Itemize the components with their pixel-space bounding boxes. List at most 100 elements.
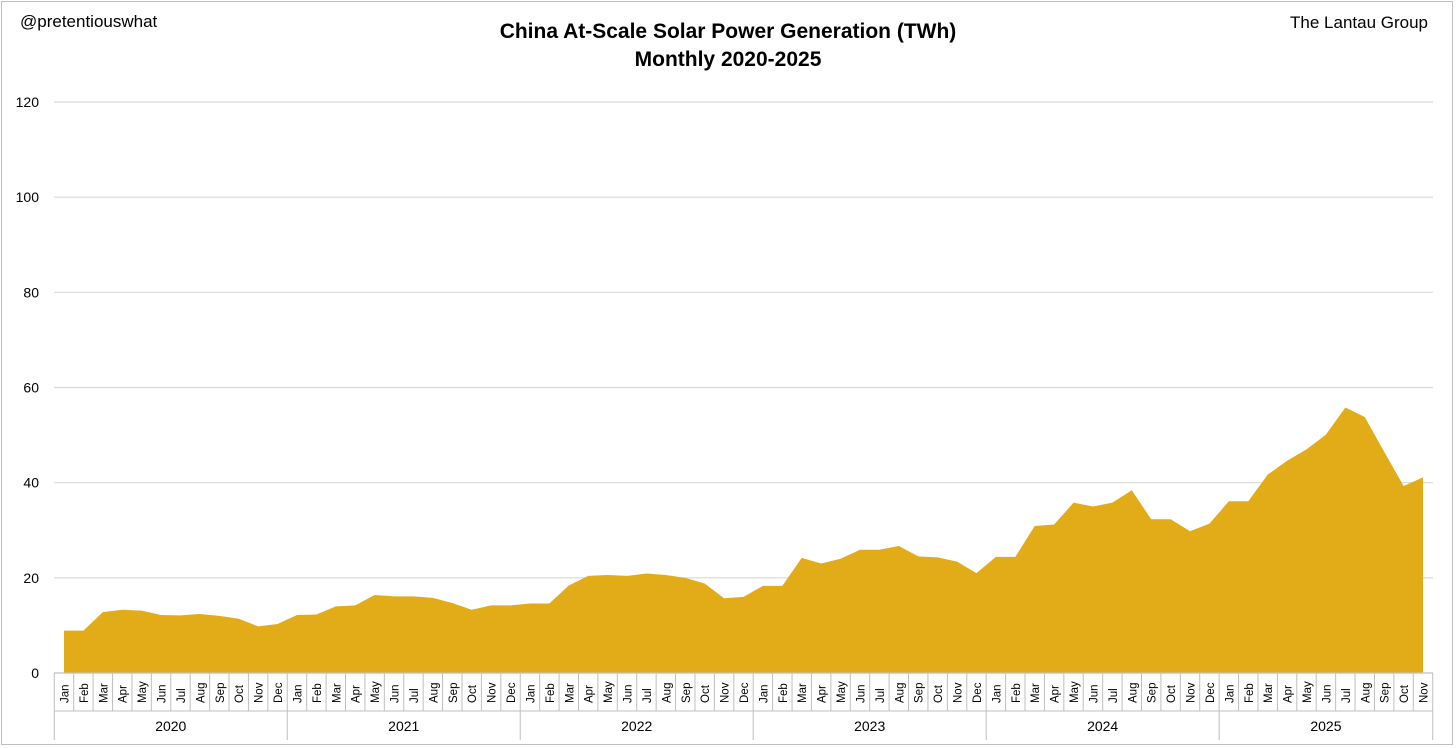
y-tick-label-80: 80 — [23, 284, 39, 300]
data-point-3 — [121, 608, 124, 611]
x-month-label: Jul — [1341, 688, 1353, 703]
data-point-0 — [63, 629, 66, 632]
x-month-label: May — [1069, 681, 1081, 703]
x-month-label: Apr — [1283, 685, 1295, 703]
chart-title: China At-Scale Solar Power Generation (T… — [0, 18, 1456, 74]
x-month-label: Oct — [700, 684, 712, 703]
area-solar-generation — [64, 407, 1423, 673]
data-point-13 — [315, 613, 318, 616]
x-month-label: Dec — [972, 682, 984, 703]
x-month-label: Sep — [914, 683, 926, 703]
x-month-label: Aug — [1360, 683, 1372, 703]
x-month-label: Jul — [642, 688, 654, 703]
x-month-label: Feb — [312, 683, 324, 703]
data-point-62 — [1266, 473, 1269, 476]
x-year-label-2024: 2024 — [1087, 718, 1118, 734]
author-handle: @pretentiouswhat — [20, 12, 158, 31]
x-month-label: Jun — [623, 684, 635, 703]
data-point-5 — [160, 613, 163, 616]
x-month-label: Oct — [933, 684, 945, 703]
data-point-45 — [936, 556, 939, 559]
x-month-label: Jan — [991, 684, 1003, 703]
x-year-label-2025: 2025 — [1310, 718, 1341, 734]
x-month-label: Apr — [118, 685, 130, 703]
chart-title-line-2: Monthly 2020-2025 — [634, 48, 822, 71]
data-point-53 — [1091, 505, 1094, 508]
x-month-label: Nov — [720, 682, 732, 703]
data-point-63 — [1286, 459, 1289, 462]
x-month-label: Mar — [98, 683, 110, 703]
x-month-label: Nov — [1186, 682, 1198, 703]
data-point-15 — [354, 604, 357, 607]
x-month-label: Jun — [1321, 684, 1333, 703]
x-month-label: Feb — [1011, 683, 1023, 703]
x-month-label: Sep — [1380, 683, 1392, 703]
x-month-label: Sep — [1147, 683, 1159, 703]
data-point-43 — [897, 544, 900, 547]
data-point-34 — [723, 597, 726, 600]
area-series — [63, 407, 1423, 673]
data-point-28 — [606, 573, 609, 576]
data-point-50 — [1033, 524, 1036, 527]
gridlines — [54, 101, 1433, 579]
x-year-label-2022: 2022 — [621, 718, 652, 734]
x-month-label: Jul — [176, 688, 188, 703]
data-point-68 — [1383, 450, 1386, 453]
data-point-4 — [140, 609, 143, 612]
data-point-60 — [1227, 500, 1230, 503]
data-point-36 — [761, 584, 764, 587]
x-month-label: Dec — [1205, 682, 1217, 703]
data-point-22 — [490, 604, 493, 607]
x-month-label: Dec — [273, 682, 285, 703]
x-month-label: Mar — [564, 683, 576, 703]
x-month-label: Mar — [797, 683, 809, 703]
data-point-29 — [626, 574, 629, 577]
y-tick-label-0: 0 — [31, 665, 39, 681]
x-month-label: Nov — [953, 682, 965, 703]
data-point-64 — [1305, 448, 1308, 451]
x-month-label: Feb — [79, 683, 91, 703]
x-month-label: Apr — [584, 685, 596, 703]
data-point-26 — [567, 584, 570, 587]
x-month-label: Mar — [1030, 683, 1042, 703]
data-point-47 — [975, 572, 978, 575]
data-point-65 — [1324, 433, 1327, 436]
data-point-40 — [839, 557, 842, 560]
data-point-12 — [295, 613, 298, 616]
data-point-17 — [393, 595, 396, 598]
x-month-label: May — [137, 681, 149, 703]
x-month-label: Jan — [1224, 684, 1236, 703]
x-month-label: Jul — [1108, 688, 1120, 703]
x-month-label: Jun — [390, 684, 402, 703]
data-point-24 — [528, 602, 531, 605]
x-month-label: Oct — [234, 684, 246, 703]
x-month-label: Nov — [1419, 682, 1431, 703]
x-month-label: Jul — [875, 688, 887, 703]
x-month-label: Sep — [215, 683, 227, 703]
data-point-59 — [1208, 522, 1211, 525]
data-point-11 — [276, 622, 279, 625]
data-point-32 — [684, 576, 687, 579]
x-month-label: Jan — [525, 684, 537, 703]
x-month-label: Jun — [157, 684, 169, 703]
data-point-1 — [82, 629, 85, 632]
data-point-51 — [1053, 523, 1056, 526]
data-point-55 — [1130, 489, 1133, 492]
x-month-label: Apr — [817, 685, 829, 703]
data-point-52 — [1072, 501, 1075, 504]
x-month-label: Nov — [254, 682, 266, 703]
data-point-38 — [800, 556, 803, 559]
data-point-41 — [858, 548, 861, 551]
data-point-49 — [1014, 555, 1017, 558]
data-point-54 — [1111, 501, 1114, 504]
x-month-label: Nov — [487, 682, 499, 703]
x-month-label: May — [836, 681, 848, 703]
data-point-35 — [742, 595, 745, 598]
x-month-label: Jun — [1088, 684, 1100, 703]
x-month-label: Aug — [894, 683, 906, 703]
x-month-label: Mar — [331, 683, 343, 703]
data-point-56 — [1150, 518, 1153, 521]
data-point-69 — [1402, 485, 1405, 488]
x-month-label: Feb — [545, 683, 557, 703]
